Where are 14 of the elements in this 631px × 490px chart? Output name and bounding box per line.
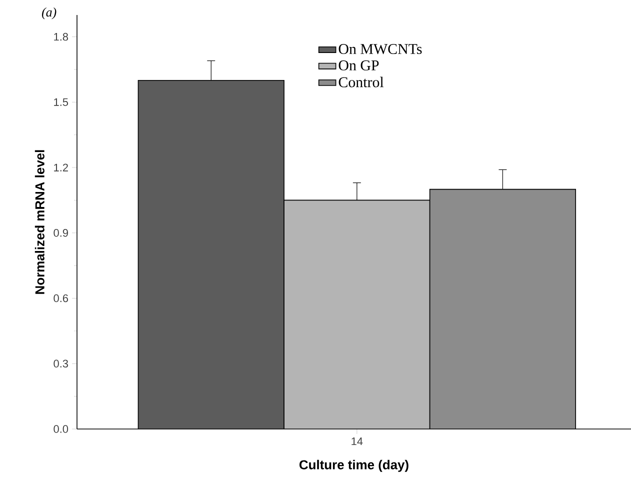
y-tick-label: 1.8 (54, 32, 68, 41)
legend-label: On GP (338, 60, 379, 70)
legend-label: On MWCNTs (338, 44, 422, 54)
legend-label: Control (338, 76, 384, 88)
text: (a) (42, 8, 56, 20)
y-tick-label: 0.3 (54, 360, 68, 368)
y-tick-label: 0.6 (54, 294, 68, 302)
x-tick-label: 14 (352, 438, 363, 446)
y-tick-label: 0.0 (54, 425, 68, 433)
y-tick-label: 1.2 (54, 164, 68, 172)
y-tick-label: 0.9 (54, 229, 68, 237)
x-axis-title: Culture time (day) (299, 460, 408, 472)
y-tick-label: 1.5 (54, 98, 68, 106)
y-axis-title: Normalized mRNA level (34, 150, 44, 294)
